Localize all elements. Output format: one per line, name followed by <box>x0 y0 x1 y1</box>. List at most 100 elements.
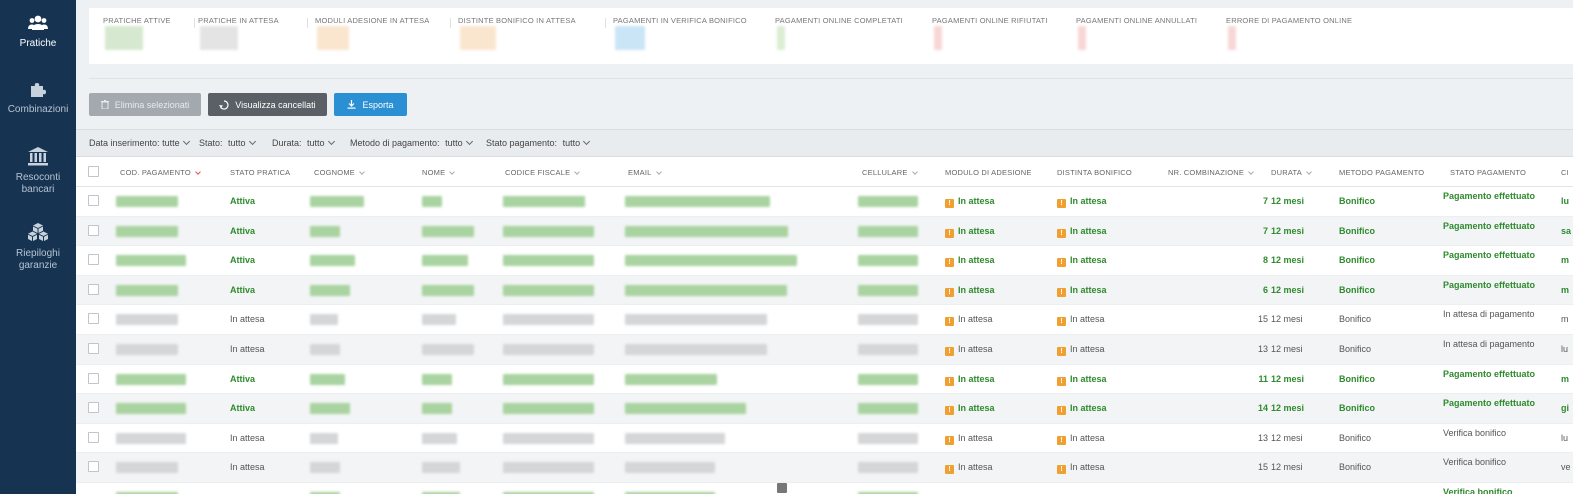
col-nome[interactable]: NOME <box>422 168 456 177</box>
chevron-down-icon <box>583 137 591 146</box>
redacted-value <box>625 314 767 326</box>
filter-stato[interactable]: Stato: tutto <box>199 137 256 148</box>
table-row[interactable]: Attiva ! In attesa ! In attesa 8 12 mesi Bonifi… <box>76 246 1573 276</box>
sort-icon <box>655 169 662 175</box>
table-row[interactable]: Attiva ! In attesa ! In attesa 14 12 mesi Bonif… <box>76 394 1573 424</box>
redacted-value <box>858 225 918 237</box>
table-row[interactable]: Attiva ! In attesa ! In attesa 6 12 mesi Bonifi… <box>76 275 1573 306</box>
redacted-value <box>310 432 338 444</box>
col-modulo-adesione[interactable]: MODULO DI ADESIONE <box>945 168 1032 177</box>
cell-overflow: ve <box>1561 462 1571 473</box>
export-button[interactable]: Esporta <box>334 93 407 116</box>
row-checkbox[interactable] <box>88 195 99 206</box>
cell-metodo-pagamento: Bonifico <box>1339 403 1375 414</box>
col-cellulare[interactable]: CELLULARE <box>862 168 918 177</box>
redacted-value <box>422 492 460 494</box>
row-checkbox[interactable] <box>88 343 99 354</box>
filter-stato-pagamento[interactable]: Stato pagamento: tutto <box>486 137 591 148</box>
cell-nr-combinazione: 14 <box>1257 403 1268 414</box>
delete-selected-button[interactable]: Elimina selezionati <box>89 93 201 116</box>
cell-stato-pratica: Attiva <box>230 225 256 236</box>
table-row[interactable]: In attesa ! In attesa ! In attesa 15 12 mesi Bo… <box>76 305 1573 335</box>
cell-stato-pratica: Attiva <box>230 373 256 384</box>
row-checkbox[interactable] <box>88 372 99 384</box>
redacted-value <box>503 284 594 296</box>
warning-icon: ! <box>945 406 954 416</box>
row-checkbox[interactable] <box>88 431 99 443</box>
redacted-value <box>503 373 594 385</box>
redacted-value <box>503 314 594 326</box>
view-deleted-button[interactable]: Visualizza cancellati <box>208 93 327 116</box>
sidebar-item-combinazioni[interactable]: Combinazioni <box>0 80 76 116</box>
cell-nr-combinazione: 7 <box>1262 196 1268 206</box>
row-checkbox[interactable] <box>88 313 99 325</box>
cell-stato-pagamento: Pagamento effettuato <box>1443 220 1536 231</box>
table-row[interactable]: In attesa ! In attesa ! In attesa 15 12 mesi Bo… <box>76 453 1573 483</box>
sidebar-item-resoconti[interactable]: Resoconti bancari <box>0 146 76 196</box>
col-email[interactable]: EMAIL <box>628 168 662 177</box>
table-row[interactable]: Attiva ! In attesa ! In attesa 11 12 mesi Bonif… <box>76 365 1573 395</box>
row-checkbox[interactable] <box>88 402 99 414</box>
cell-stato-pagamento: In attesa di pagamento <box>1443 309 1535 320</box>
cell-distinta-bonifico: ! In attesa <box>1057 433 1105 445</box>
col-nr-combinazione[interactable]: NR. COMBINAZIONE <box>1168 168 1254 177</box>
cell-overflow: m <box>1561 314 1569 325</box>
table-row[interactable]: Attiva ! In attesa ! In attesa 7 12 mesi Bonifi… <box>76 216 1573 247</box>
table-row[interactable]: Attiva ! In attesa ! In attesa 7 12 mesi Bonifi… <box>76 187 1573 217</box>
col-codice-fiscale[interactable]: CODICE FISCALE <box>505 168 581 177</box>
cell-distinta-bonifico: ! In attesa <box>1057 285 1107 297</box>
filter-metodo-pagamento[interactable]: Metodo di pagamento: tutto <box>350 137 473 148</box>
cell-durata: 12 mesi <box>1271 373 1305 384</box>
cell-durata: 12 mesi <box>1271 462 1303 473</box>
filter-data-inserimento[interactable]: Data inserimento: tutte <box>89 137 190 148</box>
stat-value <box>105 26 143 50</box>
col-distinta-bonifico[interactable]: DISTINTA BONIFICO <box>1057 168 1132 177</box>
row-checkbox[interactable] <box>88 461 99 473</box>
redacted-value <box>503 225 594 237</box>
divider <box>194 18 195 28</box>
cell-distinta-bonifico: ! In attesa <box>1057 374 1107 386</box>
select-all-checkbox[interactable] <box>88 166 99 177</box>
table-row[interactable]: In attesa ! In attesa ! In attesa 13 12 mesi Bo… <box>76 424 1573 454</box>
sort-icon <box>911 169 918 175</box>
cell-stato-pagamento: Pagamento effettuato <box>1443 368 1536 379</box>
table-row[interactable]: In attesa ! In attesa ! In attesa 13 12 mesi Bo… <box>76 335 1573 365</box>
redacted-value <box>625 225 788 237</box>
trash-icon <box>100 100 109 109</box>
warning-icon: ! <box>1057 347 1066 356</box>
sidebar-item-pratiche[interactable]: Pratiche <box>0 14 76 50</box>
redacted-value <box>116 255 186 267</box>
col-metodo-pagamento[interactable]: METODO PAGAMENTO <box>1339 168 1425 177</box>
cell-durata: 12 mesi <box>1271 344 1303 354</box>
cell-stato-pagamento: Pagamento effettuato <box>1443 250 1536 261</box>
sort-icon <box>195 169 201 175</box>
col-stato-pagamento[interactable]: STATO PAGAMENTO <box>1450 168 1527 177</box>
col-stato-pratica[interactable]: STATO PRATICA <box>230 168 291 177</box>
row-checkbox[interactable] <box>88 283 99 295</box>
stat-value <box>1228 26 1236 50</box>
redacted-value <box>503 432 594 444</box>
cell-stato-pagamento: Pagamento effettuato <box>1443 398 1536 409</box>
redacted-value <box>422 225 474 237</box>
cell-metodo-pagamento: Bonifico <box>1339 462 1372 473</box>
col-cod-pagamento[interactable]: COD. PAGAMENTO <box>120 168 201 177</box>
filter-durata[interactable]: Durata: tutto <box>272 137 335 148</box>
redacted-value <box>503 344 594 355</box>
col-durata[interactable]: DURATA <box>1271 168 1312 177</box>
redacted-value <box>858 492 918 494</box>
payments-table: COD. PAGAMENTO STATO PRATICA COGNOME NOM… <box>76 157 1573 494</box>
cell-stato-pagamento: Pagamento effettuato <box>1443 279 1536 290</box>
cell-nr-combinazione: 8 <box>1262 255 1268 266</box>
row-checkbox[interactable] <box>88 224 99 236</box>
cell-stato-pratica: Attiva <box>230 196 256 206</box>
chevron-down-icon <box>327 137 335 146</box>
row-checkbox[interactable] <box>88 254 99 266</box>
col-cognome[interactable]: COGNOME <box>314 168 365 177</box>
sidebar-item-riepiloghi[interactable]: Riepiloghi garanzie <box>0 222 76 272</box>
table-row[interactable]: Verifica bonifico <box>76 483 1573 494</box>
cell-overflow: m <box>1561 255 1570 266</box>
stat-value <box>615 26 645 50</box>
redacted-value <box>858 432 918 444</box>
redacted-value <box>858 344 918 355</box>
col-overflow[interactable]: CI <box>1561 168 1569 177</box>
